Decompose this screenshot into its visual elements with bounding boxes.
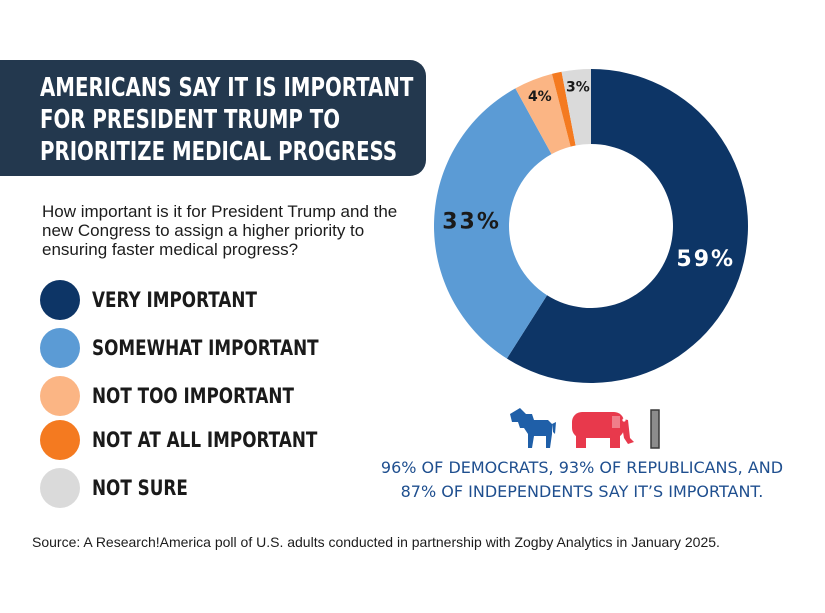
party-footnote: 96% OF DEMOCRATS, 93% OF REPUBLICANS, AN… [378,456,786,504]
legend-swatch [40,328,80,368]
slice-somewhat-important [433,88,552,359]
slice-not-at-all-important [551,71,576,147]
party-icons [510,408,660,449]
legend-swatch [40,280,80,320]
title-line-1: AMERICANS SAY IT IS IMPORTANT [40,73,414,103]
legend-label: NOT AT ALL IMPORTANT [92,428,318,452]
legend-swatch [40,376,80,416]
footnote-line-2: 87% OF INDEPENDENTS SAY IT’S IMPORTANT. [400,482,764,501]
legend-label: NOT SURE [92,476,188,500]
donut-chart: 59% 33% 4% 3% [433,69,748,383]
survey-question: How important is it for President Trump … [42,202,398,259]
legend-label: SOMEWHAT IMPORTANT [92,336,319,360]
data-label: 33% [442,210,501,235]
title-line-2: FOR PRESIDENT TRUMP TO [40,105,341,135]
footnote-line-1: 96% OF DEMOCRATS, 93% OF REPUBLICANS, AN… [380,458,784,477]
data-label: 59% [676,247,735,272]
data-label: 4% [528,89,552,105]
donkey-icon [510,408,556,448]
slice-very-important [506,69,748,383]
elephant-icon [572,412,634,448]
source-note: Source: A Research!America poll of U.S. … [32,534,720,550]
data-label: 3% [566,80,590,96]
legend-swatch [40,420,80,460]
title-banner: AMERICANS SAY IT IS IMPORTANT FOR PRESID… [0,60,426,176]
legend-label: VERY IMPORTANT [92,288,257,312]
legend-swatch [40,468,80,508]
slice-not-sure [561,69,591,146]
slice-not-too-important [515,73,571,155]
legend-label: NOT TOO IMPORTANT [92,384,294,408]
independent-bar-icon [650,409,660,449]
title-line-3: PRIORITIZE MEDICAL PROGRESS [40,137,398,167]
